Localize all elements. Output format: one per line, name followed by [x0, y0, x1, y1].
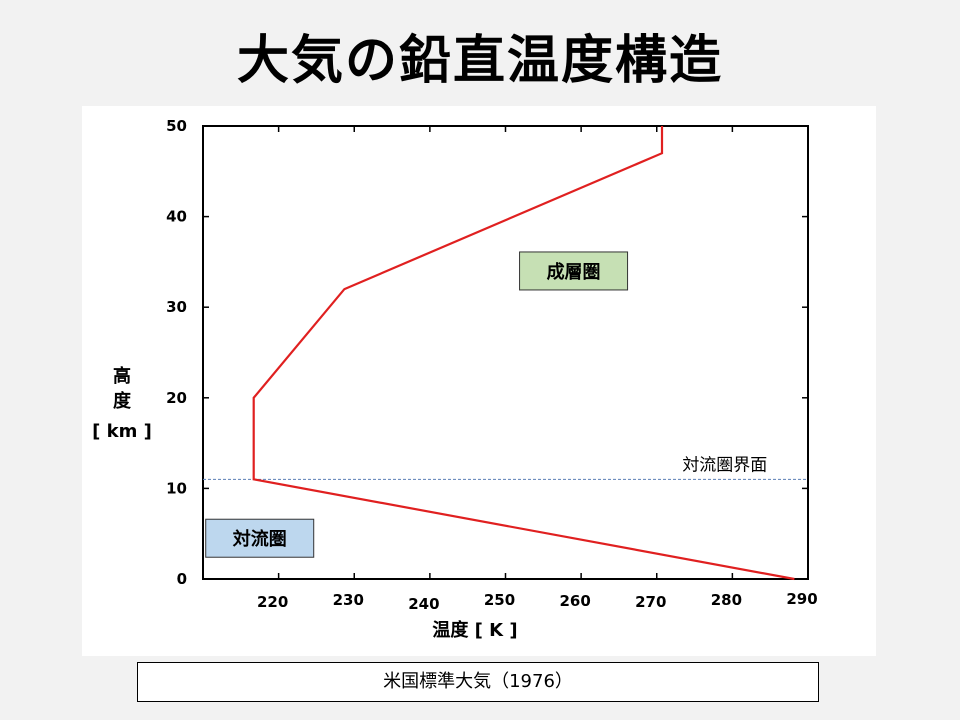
x-tick-label: 280	[711, 591, 742, 609]
y-tick-label: 50	[166, 117, 187, 135]
region-label-box	[519, 251, 629, 291]
region-label-box	[205, 518, 315, 558]
y-tick-label: 10	[166, 479, 187, 497]
x-tick-label: 220	[257, 593, 288, 611]
x-tick-label: 290	[786, 590, 817, 608]
y-axis-label: [ km ]	[92, 421, 152, 442]
source-caption: 米国標準大気（1976）	[137, 662, 819, 702]
chart-panel: 0 10 20 30 40 50 220 230 240 250 260 270 280 290 対流圏界面…	[82, 106, 876, 656]
temperature-profile-chart: 0 10 20 30 40 50 220 230 240 250 260 270 280 290 対流圏界面…	[92, 117, 818, 641]
y-tick-label: 20	[166, 389, 187, 407]
y-axis-label: 高	[113, 365, 131, 387]
region-label: 成層圏	[547, 261, 601, 283]
x-axis-label: 温度 [ K ]	[432, 619, 517, 641]
y-tick-label: 40	[166, 208, 187, 226]
y-tick-label: 30	[166, 298, 187, 316]
plot-frame	[202, 125, 809, 580]
x-tick-label: 230	[333, 591, 364, 609]
tropopause-label: 対流圏界面	[682, 455, 767, 475]
y-tick-label: 0	[177, 570, 187, 588]
x-tick-label: 260	[559, 592, 590, 610]
x-tick-label: 270	[635, 593, 666, 611]
x-tick-label: 240	[408, 595, 439, 613]
x-tick-label: 250	[484, 591, 515, 609]
y-axis-label: 度	[113, 390, 132, 412]
temperature-profile-line	[252, 126, 795, 581]
slide-title: 大気の鉛直温度構造	[236, 31, 723, 91]
region-label: 対流圏	[232, 528, 287, 550]
